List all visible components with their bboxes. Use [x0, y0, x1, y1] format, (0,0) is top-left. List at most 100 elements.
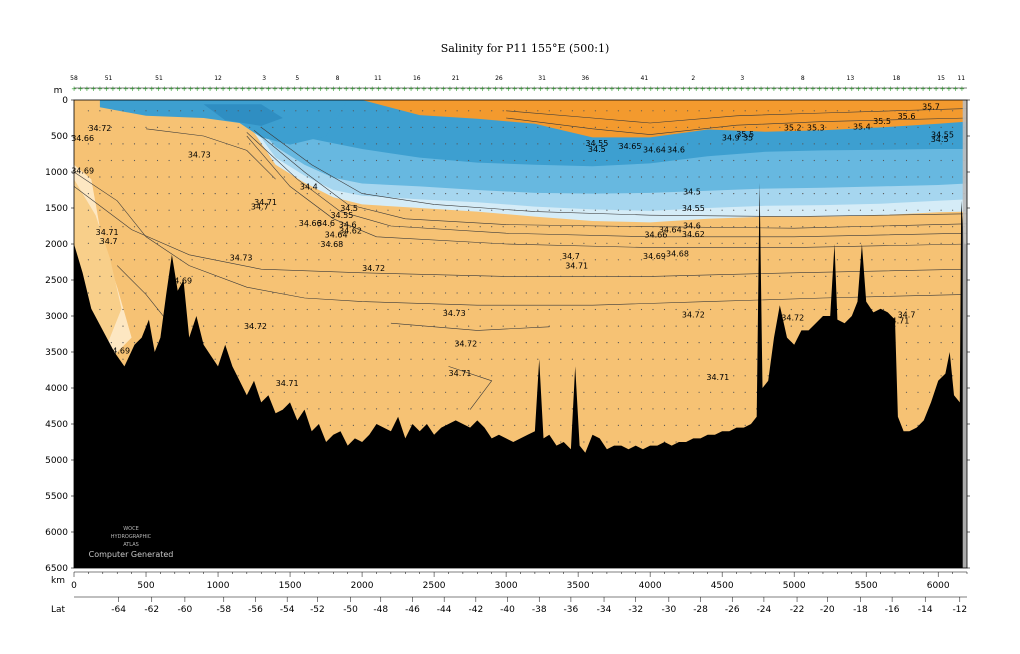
sample-dot — [687, 391, 689, 393]
sample-dot — [387, 226, 389, 228]
sample-dot — [744, 126, 746, 128]
sample-dot — [698, 126, 700, 128]
station-marker: + — [233, 85, 239, 93]
y-tick-label: 6500 — [45, 564, 68, 574]
sample-dot — [180, 193, 182, 195]
sample-dot — [733, 292, 735, 294]
sample-dot — [571, 143, 574, 145]
sample-dot — [629, 308, 631, 311]
contour-label: 34.7 — [898, 311, 916, 320]
sample-dot — [710, 424, 712, 426]
contour-label: 34.72 — [682, 311, 705, 320]
sample-dot — [929, 193, 931, 195]
sample-dot — [364, 226, 366, 228]
sample-dot — [767, 375, 769, 377]
sample-dot — [629, 391, 631, 393]
sample-dot — [422, 408, 424, 410]
sample-dot — [203, 259, 205, 261]
sample-dot — [214, 110, 216, 112]
sample-dot — [156, 110, 159, 112]
sample-dot — [790, 159, 792, 162]
sample-dot — [456, 209, 458, 211]
sample-dot — [813, 275, 815, 277]
sample-dot — [272, 126, 274, 128]
sample-dot — [491, 159, 493, 162]
sample-dot — [548, 226, 550, 228]
sample-dot — [226, 342, 228, 344]
sample-dot — [375, 209, 378, 211]
station-label: 13 — [847, 75, 855, 82]
sample-dot — [790, 325, 792, 327]
sample-dot — [226, 226, 228, 228]
station-marker: + — [667, 85, 673, 93]
sample-dot — [617, 159, 620, 162]
sample-dot — [456, 193, 458, 195]
sample-dot — [283, 226, 285, 228]
sample-dot — [433, 275, 435, 277]
sample-dot — [398, 193, 401, 195]
sample-dot — [145, 259, 147, 261]
sample-dot — [629, 441, 631, 443]
sample-dot — [537, 275, 539, 277]
station-marker: + — [946, 85, 952, 93]
contour-label: 34.55 — [330, 211, 353, 220]
sample-dot — [375, 275, 378, 277]
seafloor-bathymetry — [74, 182, 967, 568]
sample-dot — [387, 143, 389, 145]
station-marker: + — [816, 85, 822, 93]
sample-dot — [168, 110, 170, 112]
sample-dot — [583, 275, 585, 277]
station-marker: + — [162, 85, 168, 93]
sample-dot — [110, 308, 112, 311]
station-marker: + — [616, 85, 622, 93]
sample-dot — [617, 242, 620, 244]
station-label: 26 — [495, 75, 503, 82]
sample-dot — [767, 242, 769, 244]
sample-dot — [318, 209, 320, 211]
sample-dot — [733, 209, 735, 211]
sample-dot — [214, 159, 216, 162]
sample-dot — [156, 325, 159, 327]
sample-dot — [594, 110, 597, 112]
sample-dot — [191, 325, 193, 327]
sample-dot — [871, 259, 873, 261]
sample-dot — [318, 308, 320, 311]
sample-dot — [952, 143, 954, 145]
station-marker: + — [810, 85, 816, 93]
sample-dot — [514, 209, 516, 211]
sample-dot — [514, 408, 516, 410]
sample-dot — [306, 126, 308, 128]
sample-dot — [917, 424, 919, 426]
sample-dot — [929, 342, 931, 344]
sample-dot — [675, 242, 677, 244]
sample-dot — [122, 275, 124, 277]
sample-dot — [341, 391, 343, 393]
sample-dot — [917, 126, 919, 128]
sample-dot — [802, 159, 804, 162]
sample-dot — [767, 193, 769, 195]
sample-dot — [882, 176, 885, 178]
sample-dot — [375, 226, 378, 228]
sample-dot — [329, 358, 331, 360]
sample-dot — [537, 375, 539, 377]
station-marker: + — [363, 85, 369, 93]
sample-dot — [560, 209, 562, 211]
sample-dot — [468, 391, 470, 393]
sample-dot — [479, 226, 481, 228]
sample-dot — [502, 242, 504, 244]
sample-dot — [468, 408, 470, 410]
contour-label: 34.64 — [325, 231, 348, 240]
sample-dot — [848, 176, 850, 178]
sample-dot — [502, 193, 504, 195]
sample-dot — [825, 259, 827, 261]
sample-dot — [502, 143, 504, 145]
sample-dot — [675, 325, 677, 327]
sample-dot — [825, 143, 827, 145]
sample-dot — [940, 226, 942, 228]
sample-dot — [952, 342, 954, 344]
sample-dot — [548, 126, 550, 128]
sample-dot — [422, 226, 424, 228]
sample-dot — [226, 325, 228, 327]
contour-line-2 — [246, 135, 967, 248]
sample-dot — [306, 242, 308, 244]
